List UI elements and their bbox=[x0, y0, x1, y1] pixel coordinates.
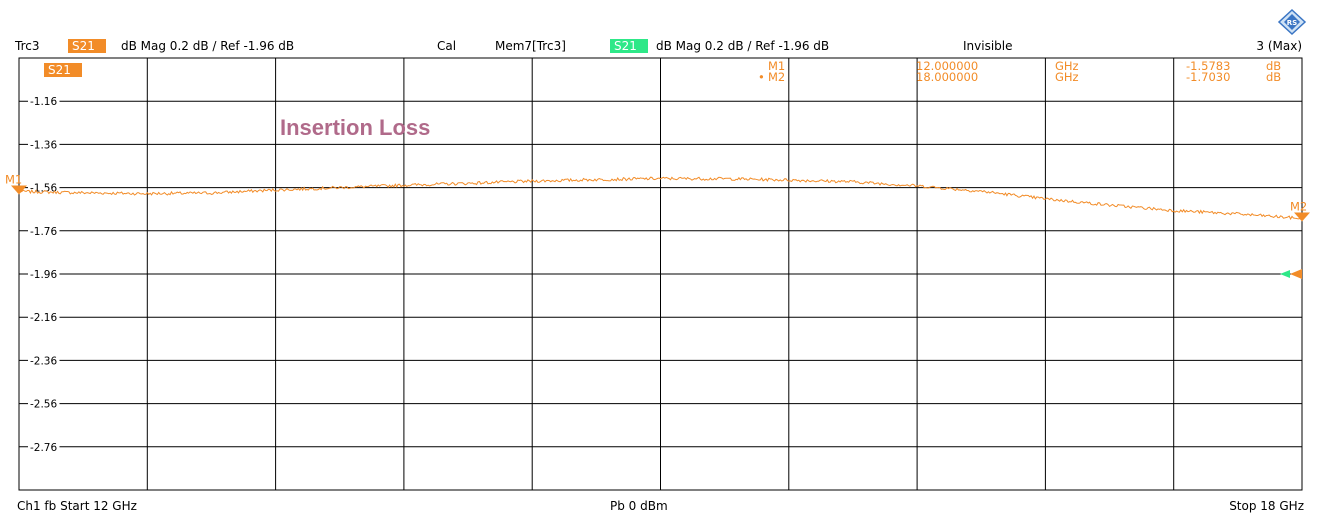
channel-footer: Ch1 fb Start 12 GHz Pb 0 dBm Stop 18 GHz bbox=[17, 499, 1304, 513]
y-tick-label: -1.96 bbox=[30, 269, 57, 281]
insertion-loss-annotation: Insertion Loss bbox=[280, 115, 430, 140]
y-tick-label: -1.16 bbox=[30, 96, 57, 108]
marker-unit-m2: dB bbox=[1266, 70, 1281, 84]
trace-badge-label: S21 bbox=[72, 39, 95, 53]
memory-state: Invisible bbox=[963, 39, 1013, 53]
grid bbox=[19, 58, 1302, 490]
y-tick-label-bg bbox=[28, 139, 60, 152]
marker-value-m2: -1.7030 bbox=[1186, 70, 1230, 84]
memory-ref-arrow-icon bbox=[1280, 270, 1290, 278]
plot-trace-badge[interactable] bbox=[44, 63, 82, 77]
footer-power: Pb 0 dBm bbox=[610, 499, 668, 513]
marker-freq-m1: 12.000000 bbox=[916, 59, 978, 73]
memory-badge[interactable] bbox=[610, 39, 648, 53]
plot-trace-badge-label: S21 bbox=[48, 63, 71, 77]
trace-s21-line bbox=[18, 176, 1303, 221]
trace-count: 3 (Max) bbox=[1256, 39, 1302, 53]
traces bbox=[18, 176, 1303, 279]
y-tick-label-bg bbox=[28, 225, 60, 238]
trace-markers: M1 M2 bbox=[5, 173, 1310, 222]
cal-status: Cal bbox=[437, 39, 456, 53]
marker-table: M1 12.000000 GHz -1.5783 dB • M2 18.0000… bbox=[758, 59, 1281, 84]
y-tick-label: -2.76 bbox=[30, 442, 57, 454]
marker-m1-triangle-icon bbox=[11, 185, 27, 195]
y-tick-label-bg bbox=[28, 441, 60, 454]
y-tick-labels: -1.16-1.36-1.56-1.76-1.96-2.16-2.36-2.56… bbox=[28, 96, 60, 454]
y-tick-label: -2.16 bbox=[30, 312, 57, 324]
rs-diamond-icon: RS bbox=[1277, 8, 1307, 36]
memory-badge-label: S21 bbox=[614, 39, 637, 53]
footer-stop: Stop 18 GHz bbox=[1229, 499, 1304, 513]
memory-format: dB Mag 0.2 dB / Ref -1.96 dB bbox=[656, 39, 829, 53]
marker-active-bullet: • bbox=[758, 70, 765, 84]
trace-badge[interactable] bbox=[68, 39, 106, 53]
y-tick-label: -2.36 bbox=[30, 355, 57, 367]
marker-value-m1: -1.5783 bbox=[1186, 59, 1230, 73]
y-tick-label-bg bbox=[28, 312, 60, 325]
trace-header: Trc3 S21 dB Mag 0.2 dB / Ref -1.96 dB Ca… bbox=[14, 39, 1302, 53]
footer-start: Ch1 fb Start 12 GHz bbox=[17, 499, 137, 513]
marker-unit-m1: dB bbox=[1266, 59, 1281, 73]
y-tick-label-bg bbox=[28, 398, 60, 411]
y-tick-label: -2.56 bbox=[30, 399, 57, 411]
y-tick-label-bg bbox=[28, 96, 60, 109]
marker-freq-unit-m1: GHz bbox=[1055, 59, 1079, 73]
y-tick-label-bg bbox=[28, 269, 60, 281]
marker-m2-label: M2 bbox=[1290, 199, 1307, 213]
svg-text:RS: RS bbox=[1287, 19, 1297, 27]
marker-name-m1: M1 bbox=[768, 59, 785, 73]
marker-freq-m2: 18.000000 bbox=[916, 70, 978, 84]
y-tick-label-bg bbox=[28, 355, 60, 368]
trace-format: dB Mag 0.2 dB / Ref -1.96 dB bbox=[121, 39, 294, 53]
memory-trace-name: Mem7[Trc3] bbox=[495, 39, 566, 53]
y-tick-label: -1.36 bbox=[30, 139, 57, 151]
marker-freq-unit-m2: GHz bbox=[1055, 70, 1079, 84]
trace-name: Trc3 bbox=[14, 39, 39, 53]
marker-m2-triangle-icon bbox=[1294, 212, 1310, 222]
marker-name-m2: M2 bbox=[768, 70, 785, 84]
trace-ref-arrow-icon bbox=[1290, 269, 1302, 279]
marker-m1-label: M1 bbox=[5, 173, 22, 187]
y-tick-label: -1.76 bbox=[30, 226, 57, 238]
